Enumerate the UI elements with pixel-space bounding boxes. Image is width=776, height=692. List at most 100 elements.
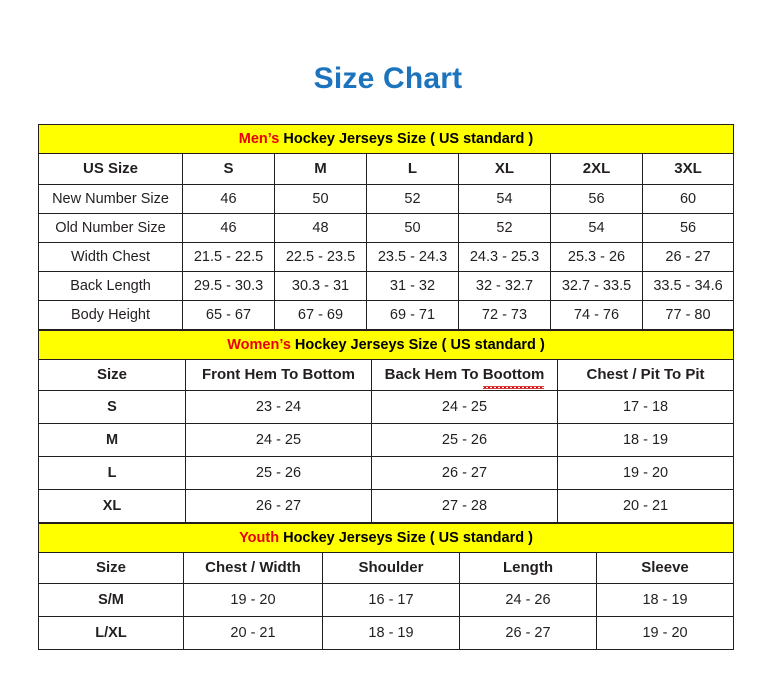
- mens-col-header-s: S: [182, 153, 275, 185]
- mens-cell: 22.5 - 23.5: [274, 242, 367, 272]
- youth-col-header-chest-width: Chest / Width: [183, 552, 323, 584]
- mens-cell: 25.3 - 26: [550, 242, 643, 272]
- mens-cell: 56: [641, 213, 735, 243]
- mens-cell: 26 - 27: [641, 242, 735, 272]
- mens-cell: 33.5 - 34.6: [641, 271, 735, 301]
- youth-row-label-lxl: L/XL: [38, 616, 184, 650]
- mens-cell: 69 - 71: [366, 300, 459, 330]
- youth-cell: 18 - 19: [322, 616, 460, 650]
- table-row: Body Height 65 - 67 67 - 69 69 - 71 72 -…: [38, 300, 735, 330]
- youth-cell: 16 - 17: [322, 583, 460, 617]
- mens-banner-accent: Men’s: [238, 131, 280, 147]
- womens-cell: 26 - 27: [371, 456, 558, 490]
- youth-banner-accent: Youth: [239, 530, 280, 546]
- womens-row-label-l: L: [38, 456, 186, 490]
- mens-cell: 29.5 - 30.3: [182, 271, 275, 301]
- womens-banner-accent: Women’s: [227, 337, 291, 353]
- womens-cell: 24 - 25: [185, 423, 372, 457]
- mens-cell: 54: [550, 213, 643, 243]
- youth-cell: 20 - 21: [183, 616, 323, 650]
- mens-col-header-m: M: [274, 153, 367, 185]
- womens-row-label-m: M: [38, 423, 186, 457]
- mens-cell: 56: [550, 184, 643, 214]
- table-row: XL 26 - 27 27 - 28 20 - 21: [38, 489, 735, 523]
- womens-cell: 19 - 20: [556, 456, 735, 490]
- table-row: Back Length 29.5 - 30.3 30.3 - 31 31 - 3…: [38, 271, 735, 301]
- mens-row-label-width-chest: Width Chest: [38, 242, 183, 272]
- womens-cell: 26 - 27: [185, 489, 372, 523]
- womens-col-header-size: Size: [38, 359, 186, 391]
- table-row: L 25 - 26 26 - 27 19 - 20: [38, 456, 735, 490]
- mens-cell: 46: [182, 213, 275, 243]
- youth-size-table: Youth Hockey Jerseys Size ( US standard …: [37, 523, 735, 650]
- mens-cell: 52: [366, 184, 459, 214]
- mens-size-table: Men’s Hockey Jerseys Size ( US standard …: [37, 124, 735, 330]
- mens-cell: 32 - 32.7: [458, 271, 551, 301]
- mens-col-header-l: L: [366, 153, 459, 185]
- table-row: New Number Size 46 50 52 54 56 60: [38, 184, 735, 214]
- womens-banner-row: Women’s Hockey Jerseys Size ( US standar…: [37, 330, 735, 360]
- womens-row-label-xl: XL: [38, 489, 186, 523]
- womens-banner-rest: Hockey Jerseys Size ( US standard ): [290, 337, 545, 353]
- mens-row-label-old-number-size: Old Number Size: [38, 213, 183, 243]
- mens-cell: 72 - 73: [458, 300, 551, 330]
- mens-col-header-xl: XL: [458, 153, 551, 185]
- mens-col-header-2xl: 2XL: [550, 153, 643, 185]
- mens-col-header-3xl: 3XL: [641, 153, 735, 185]
- mens-row-label-new-number-size: New Number Size: [38, 184, 183, 214]
- mens-cell: 65 - 67: [182, 300, 275, 330]
- womens-cell: 20 - 21: [556, 489, 735, 523]
- mens-row-label-body-height: Body Height: [38, 300, 183, 330]
- youth-cell: 19 - 20: [183, 583, 323, 617]
- mens-cell: 23.5 - 24.3: [366, 242, 459, 272]
- youth-cell: 19 - 20: [595, 616, 735, 650]
- mens-cell: 50: [366, 213, 459, 243]
- mens-cell: 32.7 - 33.5: [550, 271, 643, 301]
- mens-banner-row: Men’s Hockey Jerseys Size ( US standard …: [37, 124, 735, 154]
- table-row: L/XL 20 - 21 18 - 19 26 - 27 19 - 20: [38, 616, 735, 650]
- mens-cell: 30.3 - 31: [274, 271, 367, 301]
- mens-cell: 54: [458, 184, 551, 214]
- mens-header-row: US Size S M L XL 2XL 3XL: [38, 153, 735, 185]
- size-tables-container: Men’s Hockey Jerseys Size ( US standard …: [37, 124, 735, 650]
- mens-cell: 21.5 - 22.5: [182, 242, 275, 272]
- mens-col-header-us-size: US Size: [38, 153, 183, 185]
- youth-col-header-length: Length: [459, 552, 597, 584]
- womens-col-header-front-hem-to-bottom: Front Hem To Bottom: [185, 359, 372, 391]
- mens-cell: 74 - 76: [550, 300, 643, 330]
- mens-banner-rest: Hockey Jerseys Size ( US standard ): [279, 131, 534, 147]
- womens-size-table: Women’s Hockey Jerseys Size ( US standar…: [37, 330, 735, 523]
- womens-section-banner: Women’s Hockey Jerseys Size ( US standar…: [37, 330, 735, 360]
- womens-cell: 23 - 24: [185, 390, 372, 424]
- table-row: Width Chest 21.5 - 22.5 22.5 - 23.5 23.5…: [38, 242, 735, 272]
- womens-cell: 18 - 19: [556, 423, 735, 457]
- youth-header-row: Size Chest / Width Shoulder Length Sleev…: [38, 552, 735, 584]
- mens-row-label-back-length: Back Length: [38, 271, 183, 301]
- womens-row-label-s: S: [38, 390, 186, 424]
- mens-cell: 77 - 80: [641, 300, 735, 330]
- womens-cell: 27 - 28: [371, 489, 558, 523]
- womens-header-row: Size Front Hem To Bottom Back Hem To Boo…: [38, 359, 735, 391]
- womens-cell: 24 - 25: [371, 390, 558, 424]
- womens-cell: 25 - 26: [185, 456, 372, 490]
- mens-cell: 24.3 - 25.3: [458, 242, 551, 272]
- mens-cell: 48: [274, 213, 367, 243]
- mens-cell: 67 - 69: [274, 300, 367, 330]
- womens-cell: 25 - 26: [371, 423, 558, 457]
- table-row: M 24 - 25 25 - 26 18 - 19: [38, 423, 735, 457]
- womens-col-header-back-hem-prefix: Back Hem To: [384, 366, 483, 383]
- mens-cell: 52: [458, 213, 551, 243]
- womens-col-header-back-hem-to-bottom: Back Hem To Boottom: [371, 359, 558, 391]
- mens-cell: 46: [182, 184, 275, 214]
- youth-col-header-size: Size: [38, 552, 184, 584]
- youth-col-header-shoulder: Shoulder: [322, 552, 460, 584]
- mens-cell: 50: [274, 184, 367, 214]
- youth-row-label-sm: S/M: [38, 583, 184, 617]
- mens-cell: 31 - 32: [366, 271, 459, 301]
- womens-col-header-chest-pit-to-pit: Chest / Pit To Pit: [556, 359, 735, 391]
- mens-section-banner: Men’s Hockey Jerseys Size ( US standard …: [37, 124, 735, 154]
- table-row: Old Number Size 46 48 50 52 54 56: [38, 213, 735, 243]
- youth-col-header-sleeve: Sleeve: [595, 552, 735, 584]
- youth-banner-row: Youth Hockey Jerseys Size ( US standard …: [37, 523, 735, 553]
- table-row: S 23 - 24 24 - 25 17 - 18: [38, 390, 735, 424]
